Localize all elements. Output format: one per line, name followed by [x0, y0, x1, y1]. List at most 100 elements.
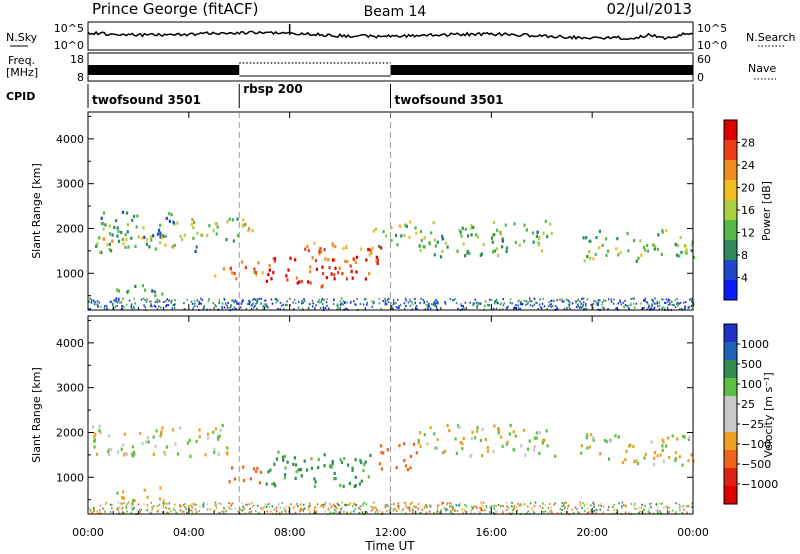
heatmap-cell: [226, 304, 228, 307]
heatmap-cell: [657, 512, 660, 515]
heatmap-cell: [436, 240, 439, 244]
heatmap-cell: [461, 308, 463, 311]
heatmap-cell: [113, 299, 115, 302]
heatmap-cell: [225, 238, 228, 242]
heatmap-cell: [512, 430, 515, 434]
heatmap-cell: [512, 509, 514, 512]
heatmap-cell: [338, 511, 341, 514]
heatmap-cell: [675, 303, 678, 305]
heatmap-cell: [506, 440, 509, 444]
heatmap-cell: [585, 305, 587, 307]
y-tick-label: 2000: [56, 222, 84, 235]
heatmap-cell: [595, 300, 597, 303]
heatmap-cell: [690, 249, 693, 253]
heatmap-cell: [394, 507, 396, 510]
heatmap-cell: [635, 259, 638, 263]
heatmap-cell: [446, 502, 449, 505]
heatmap-cell: [441, 503, 443, 506]
heatmap-cell: [343, 457, 346, 461]
heatmap-cell: [130, 503, 132, 506]
heatmap-cell: [184, 505, 186, 508]
heatmap-cell: [142, 297, 145, 300]
heatmap-cell: [492, 250, 495, 254]
heatmap-cell: [248, 503, 251, 506]
heatmap-cell: [184, 503, 186, 506]
heatmap-cell: [468, 251, 471, 255]
heatmap-cell: [596, 303, 599, 306]
heatmap-cell: [656, 302, 659, 305]
heatmap-cell: [395, 466, 398, 470]
heatmap-cell: [206, 508, 209, 511]
heatmap-cell: [434, 298, 437, 301]
heatmap-cell: [493, 300, 496, 303]
heatmap-cell: [333, 505, 336, 507]
heatmap-cell: [309, 265, 312, 269]
heatmap-cell: [651, 303, 653, 306]
heatmap-cell: [508, 432, 511, 436]
heatmap-cell: [397, 506, 400, 508]
heatmap-cell: [363, 501, 366, 504]
heatmap-cell: [150, 235, 153, 239]
heatmap-cell: [130, 306, 132, 309]
heatmap-cell: [371, 509, 373, 512]
heatmap-cell: [405, 305, 407, 307]
heatmap-cell: [314, 480, 317, 484]
heatmap-cell: [654, 244, 657, 248]
heatmap-cell: [433, 238, 436, 242]
heatmap-cell: [633, 306, 636, 309]
heatmap-cell: [661, 438, 664, 442]
heatmap-cell: [170, 301, 172, 304]
heatmap-cell: [369, 453, 372, 457]
heatmap-cell: [332, 258, 335, 262]
heatmap-cell: [395, 508, 397, 511]
heatmap-cell: [390, 305, 393, 307]
heatmap-cell: [436, 437, 439, 442]
heatmap-cell: [479, 253, 482, 257]
heatmap-cell: [278, 503, 280, 505]
heatmap-cell: [344, 302, 346, 305]
heatmap-cell: [191, 302, 194, 305]
heatmap-cell: [350, 300, 352, 303]
x-tick-label: 16:00: [475, 526, 507, 539]
heatmap-cell: [454, 509, 456, 512]
heatmap-cell: [671, 434, 674, 438]
heatmap-cell: [411, 501, 413, 504]
heatmap-cell: [144, 306, 147, 309]
heatmap-cell: [314, 259, 318, 263]
heatmap-cell: [467, 234, 470, 238]
heatmap-cell: [643, 456, 646, 460]
heatmap-cell: [116, 226, 119, 230]
heatmap-cell: [214, 427, 217, 431]
heatmap-cell: [464, 504, 466, 506]
heatmap-cell: [433, 300, 436, 303]
heatmap-cell: [332, 244, 335, 248]
heatmap-cell: [349, 301, 352, 304]
heatmap-cell: [496, 511, 498, 513]
heatmap-cell: [301, 307, 304, 310]
heatmap-cell: [461, 442, 464, 446]
heatmap-cell: [587, 511, 590, 514]
heatmap-cell: [586, 255, 589, 259]
heatmap-cell: [371, 246, 374, 250]
heatmap-cell: [295, 302, 297, 305]
heatmap-cell: [164, 243, 167, 247]
heatmap-cell: [603, 505, 605, 508]
heatmap-cell: [195, 503, 197, 506]
heatmap-cell: [158, 305, 160, 308]
heatmap-cell: [122, 490, 125, 494]
heatmap-cell: [550, 303, 552, 306]
heatmap-cell: [192, 236, 195, 240]
heatmap-cell: [121, 308, 124, 311]
heatmap-cell: [140, 298, 143, 301]
heatmap-cell: [647, 302, 649, 305]
heatmap-cell: [93, 506, 95, 509]
heatmap-cell: [429, 504, 431, 507]
heatmap-cell: [639, 510, 641, 513]
heatmap-cell: [284, 511, 287, 514]
heatmap-cell: [252, 504, 255, 507]
heatmap-cell: [441, 234, 444, 238]
heatmap-cell: [537, 308, 539, 310]
heatmap-cell: [556, 299, 558, 302]
colorbar-swatch: [724, 240, 737, 261]
heatmap-cell: [653, 456, 656, 460]
